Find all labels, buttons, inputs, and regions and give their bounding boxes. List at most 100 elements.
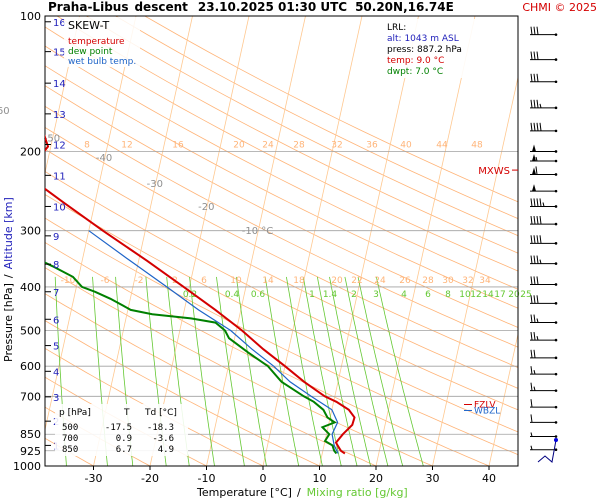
mxws-label: MXWS bbox=[478, 166, 510, 177]
wind-barb-dot bbox=[554, 129, 558, 133]
wind-barb bbox=[530, 153, 558, 163]
isotherm bbox=[93, 16, 193, 466]
data-point bbox=[310, 396, 312, 398]
data-point bbox=[303, 381, 305, 383]
wind-barb-feather bbox=[536, 276, 539, 285]
mixing-ratio-line bbox=[329, 276, 372, 466]
background-labels: -80-70-60-50-40-30-20-10 °C0.20.40.611.4… bbox=[0, 106, 532, 300]
pressure-tick-label: 850 bbox=[20, 428, 41, 441]
wind-barb-feather bbox=[533, 314, 536, 323]
wind-barb-dot bbox=[554, 242, 558, 245]
wind-barb-feather bbox=[533, 51, 536, 60]
wind-barb-pennant bbox=[532, 153, 536, 161]
data-point bbox=[215, 322, 217, 324]
wind-barb-feather bbox=[530, 235, 533, 244]
wind-barb-dot bbox=[554, 80, 558, 84]
wind-barb-dot bbox=[554, 321, 558, 324]
dry-adiabat-label: 28 bbox=[293, 140, 305, 150]
data-point bbox=[152, 313, 154, 315]
mixing-ratio-line bbox=[264, 276, 300, 466]
wind-barb-half bbox=[533, 370, 536, 375]
data-point bbox=[33, 81, 35, 83]
pressure-tick-label: 925 bbox=[20, 445, 41, 458]
wind-barb-dot bbox=[554, 372, 558, 376]
temperature-tick-label: 40 bbox=[482, 472, 496, 485]
mixing-ratio-label: 17 bbox=[494, 290, 505, 300]
data-point bbox=[110, 298, 112, 300]
dry-adiabat-label: 10 bbox=[230, 276, 242, 286]
wind-barb bbox=[530, 73, 558, 84]
mixing-ratio-line bbox=[357, 276, 404, 466]
dry-adiabat-label: 24 bbox=[262, 140, 274, 150]
surface-wind-dot bbox=[554, 438, 558, 442]
pressure-tick-label: 300 bbox=[20, 225, 41, 238]
wind-barb bbox=[530, 414, 558, 424]
dry-adiabat-label: -6 bbox=[101, 276, 110, 286]
mixing-ratio-label: 12 bbox=[470, 290, 481, 300]
mixing-ratio-label: 4 bbox=[401, 290, 407, 300]
wind-barb-feather bbox=[536, 198, 539, 207]
table-cell: 0.9 bbox=[116, 434, 132, 444]
wind-barb-dot bbox=[554, 173, 558, 176]
data-point bbox=[102, 230, 104, 232]
wind-barb bbox=[530, 216, 558, 226]
dry-adiabat-label: 40 bbox=[400, 140, 412, 150]
levels-table: p [hPa] T Td [°C] 500 -17.5 -18.3 700 0.… bbox=[55, 404, 188, 456]
wind-barb-pennant bbox=[532, 144, 536, 152]
isotherm bbox=[319, 16, 419, 466]
data-point bbox=[183, 286, 185, 288]
wind-barb-feather bbox=[536, 216, 539, 225]
wind-barb bbox=[530, 276, 558, 286]
dry-adiabat bbox=[45, 65, 518, 309]
pressure-tick-label: 400 bbox=[20, 281, 41, 294]
mixing-ratio-label: 6 bbox=[425, 290, 431, 300]
isotherm-label: -60 bbox=[0, 106, 10, 117]
wind-barb-half bbox=[535, 156, 538, 162]
wind-barb bbox=[530, 51, 558, 61]
mixing-ratio-line bbox=[302, 276, 342, 466]
wind-barb-feather bbox=[530, 99, 533, 108]
legend-title: SKEW-T bbox=[68, 19, 110, 32]
data-point bbox=[267, 365, 269, 367]
mixing-ratio-label: 1.4 bbox=[323, 290, 338, 300]
temperature-tick-label: 0 bbox=[260, 472, 267, 485]
wind-barb-half bbox=[539, 259, 542, 264]
wind-barb-dot bbox=[554, 405, 558, 409]
wind-barb-feather bbox=[536, 73, 539, 82]
isotherms bbox=[45, 16, 600, 466]
wind-barbs bbox=[530, 26, 558, 463]
wind-barb bbox=[530, 99, 558, 110]
isotherm-label: -40 bbox=[96, 153, 112, 164]
lrl-dwpt: dwpt: 7.0 °C bbox=[387, 67, 443, 77]
wbzl-label: WBZL bbox=[474, 406, 500, 416]
mixing-ratio-label: 8 bbox=[445, 290, 451, 300]
mixing-ratio-line bbox=[216, 276, 245, 466]
wind-barb-feather bbox=[530, 255, 533, 264]
series-line-dew-point bbox=[45, 261, 338, 455]
wind-barb-pennant bbox=[532, 184, 536, 192]
wind-barb bbox=[530, 332, 558, 342]
data-point bbox=[34, 51, 36, 53]
wind-barb-dot bbox=[554, 302, 558, 305]
temperature-tick-label: 10 bbox=[313, 472, 327, 485]
isotherm bbox=[262, 16, 363, 466]
temperature-tick-label: 30 bbox=[426, 472, 440, 485]
dry-adiabat-label: 34 bbox=[479, 276, 491, 286]
temperature-tick-label: -20 bbox=[141, 472, 159, 485]
mixing-ratio-line bbox=[189, 276, 215, 466]
title: Praha-Libus descent 23.10.2025 01:30 UTC 50… bbox=[48, 0, 454, 14]
altitude-tick-label: 16 bbox=[53, 18, 66, 29]
series-line-temperature bbox=[45, 134, 356, 455]
altitude-tick-label: 4 bbox=[53, 367, 59, 378]
mixing-ratio-label: 2 bbox=[351, 290, 357, 300]
surface-wind-vector bbox=[537, 439, 557, 463]
wind-barb-dot bbox=[554, 338, 558, 342]
wind-barb-feather bbox=[530, 198, 533, 207]
isotherm bbox=[546, 16, 600, 466]
dry-adiabat bbox=[56, 16, 518, 254]
dry-adiabat-label: 28 bbox=[422, 276, 434, 286]
wind-barb-dot bbox=[554, 150, 558, 153]
isotherm bbox=[488, 332, 518, 466]
isotherm bbox=[149, 16, 250, 466]
mixing-ratio-line bbox=[317, 276, 358, 466]
